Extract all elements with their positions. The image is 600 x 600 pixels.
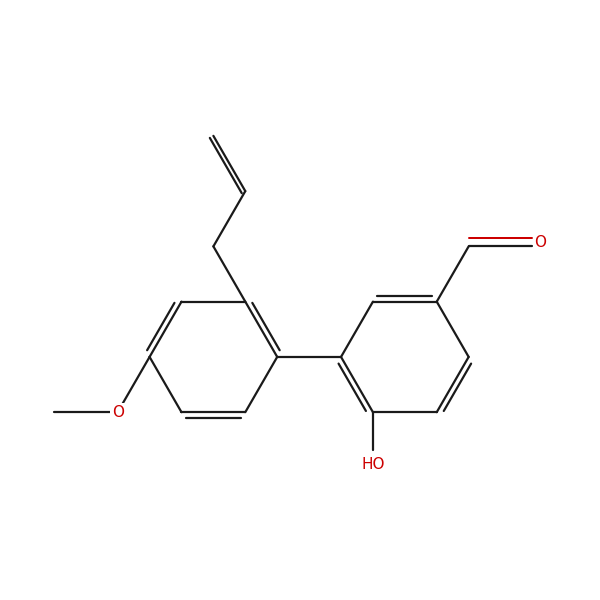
Text: HO: HO: [361, 457, 385, 472]
Text: O: O: [534, 235, 546, 250]
Text: O: O: [112, 404, 124, 419]
